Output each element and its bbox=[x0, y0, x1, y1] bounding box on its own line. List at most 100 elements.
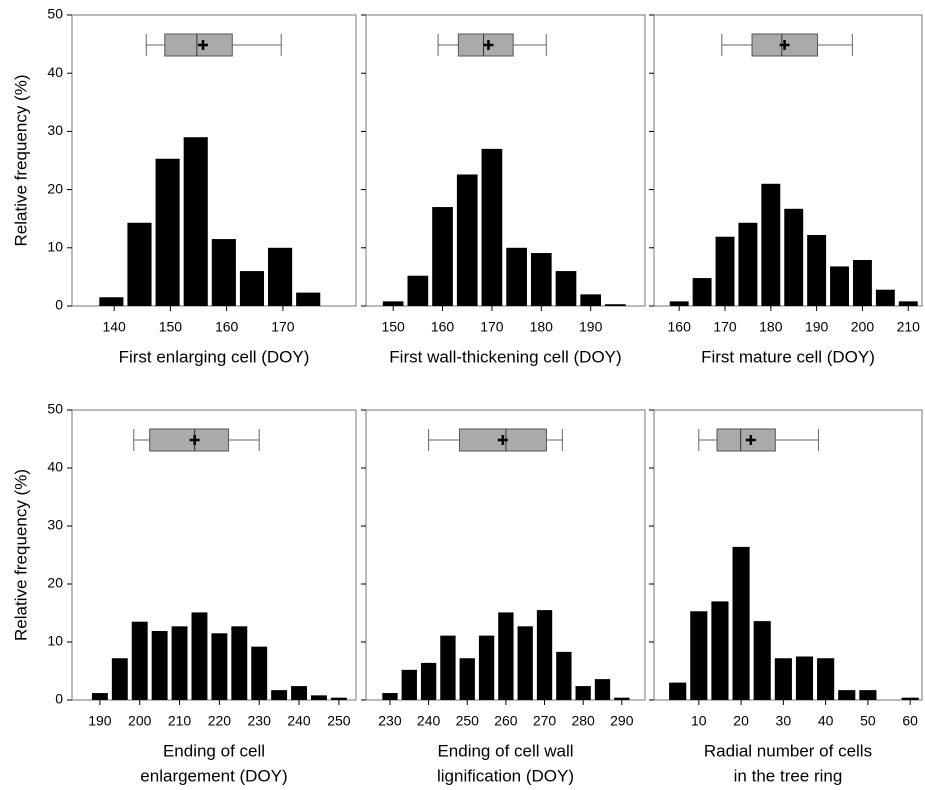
bar bbox=[131, 621, 148, 700]
x-tick-label: 240 bbox=[287, 713, 311, 729]
bar bbox=[151, 630, 168, 700]
bar bbox=[239, 271, 265, 306]
x-axis-label: Ending of cell wall bbox=[437, 741, 573, 760]
x-tick-label: 30 bbox=[776, 713, 792, 729]
x-tick-label: 60 bbox=[902, 713, 918, 729]
x-tick-label: 150 bbox=[381, 319, 405, 335]
bar bbox=[440, 635, 456, 700]
bar bbox=[838, 690, 856, 700]
x-tick-label: 230 bbox=[378, 713, 402, 729]
x-tick-label: 250 bbox=[327, 713, 351, 729]
x-tick-label: 180 bbox=[759, 319, 783, 335]
bar bbox=[536, 610, 553, 700]
bar bbox=[99, 297, 124, 306]
bar bbox=[875, 289, 895, 306]
bar bbox=[251, 646, 268, 700]
bar bbox=[795, 656, 814, 700]
bar bbox=[605, 304, 626, 306]
bar bbox=[506, 247, 527, 306]
bar bbox=[690, 611, 708, 700]
bar bbox=[231, 626, 248, 700]
y-axis-label: Relative frequency (%) bbox=[11, 469, 30, 641]
bar bbox=[310, 695, 327, 700]
bar bbox=[669, 682, 687, 700]
bar bbox=[191, 612, 208, 700]
x-tick-label: 250 bbox=[456, 713, 480, 729]
y-tick-label: 50 bbox=[47, 6, 63, 22]
bar bbox=[774, 658, 792, 700]
bar bbox=[382, 693, 398, 700]
bar bbox=[517, 626, 533, 700]
x-tick-label: 50 bbox=[860, 713, 876, 729]
x-axis-label: in the tree ring bbox=[734, 766, 843, 785]
bar bbox=[296, 292, 321, 306]
x-tick-label: 170 bbox=[480, 319, 504, 335]
bar bbox=[456, 174, 478, 306]
x-tick-label: 190 bbox=[805, 319, 829, 335]
bar bbox=[183, 137, 208, 306]
x-tick-label: 160 bbox=[668, 319, 692, 335]
bar bbox=[211, 633, 228, 700]
bar bbox=[594, 679, 611, 700]
bar bbox=[498, 612, 514, 700]
bar bbox=[692, 278, 712, 306]
y-tick-label: 0 bbox=[55, 297, 63, 313]
bar bbox=[859, 690, 877, 700]
bar bbox=[669, 301, 689, 306]
bar bbox=[330, 697, 347, 700]
x-tick-label: 220 bbox=[208, 713, 232, 729]
bar bbox=[459, 658, 475, 700]
y-tick-label: 30 bbox=[47, 517, 63, 533]
x-tick-label: 170 bbox=[713, 319, 737, 335]
box bbox=[149, 428, 230, 452]
x-axis-label: enlargement (DOY) bbox=[140, 766, 287, 785]
bar bbox=[171, 626, 188, 700]
bar bbox=[817, 658, 835, 700]
bar bbox=[580, 294, 602, 306]
y-tick-label: 20 bbox=[47, 180, 63, 196]
y-axis-label: Relative frequency (%) bbox=[11, 75, 30, 247]
bar bbox=[432, 207, 453, 306]
bar bbox=[291, 686, 307, 700]
mean-marker bbox=[483, 40, 494, 50]
bar bbox=[211, 239, 236, 306]
y-tick-label: 20 bbox=[47, 575, 63, 591]
bar bbox=[155, 158, 180, 306]
bar bbox=[481, 148, 503, 306]
bar bbox=[901, 697, 919, 700]
bar bbox=[91, 693, 108, 700]
x-tick-label: 230 bbox=[248, 713, 272, 729]
x-tick-label: 150 bbox=[159, 319, 183, 335]
x-tick-label: 10 bbox=[691, 713, 707, 729]
x-tick-label: 160 bbox=[215, 319, 239, 335]
x-axis-label: Ending of cell bbox=[163, 741, 265, 760]
x-axis-label: Radial number of cells bbox=[704, 741, 872, 760]
x-tick-label: 210 bbox=[897, 319, 921, 335]
bar bbox=[898, 301, 918, 306]
bar bbox=[575, 686, 591, 700]
x-tick-label: 190 bbox=[88, 713, 112, 729]
x-tick-label: 20 bbox=[733, 713, 749, 729]
bar bbox=[807, 234, 827, 306]
x-tick-label: 180 bbox=[530, 319, 554, 335]
bar bbox=[530, 253, 552, 306]
bar bbox=[761, 183, 781, 306]
y-tick-label: 40 bbox=[47, 64, 63, 80]
x-tick-label: 200 bbox=[128, 713, 152, 729]
plot-frame bbox=[365, 14, 646, 307]
y-tick-label: 10 bbox=[47, 633, 63, 649]
bar bbox=[753, 621, 771, 700]
x-axis-label: lignification (DOY) bbox=[437, 766, 574, 785]
y-tick-label: 0 bbox=[55, 691, 63, 707]
bar bbox=[478, 635, 495, 700]
x-tick-label: 170 bbox=[271, 319, 295, 335]
y-tick-label: 50 bbox=[47, 401, 63, 417]
bar bbox=[711, 601, 729, 700]
mean-marker bbox=[198, 40, 209, 50]
x-tick-label: 240 bbox=[417, 713, 441, 729]
x-tick-label: 190 bbox=[579, 319, 603, 335]
mean-marker bbox=[189, 435, 200, 445]
bar bbox=[111, 658, 128, 700]
x-tick-label: 160 bbox=[431, 319, 455, 335]
y-tick-label: 10 bbox=[47, 239, 63, 255]
